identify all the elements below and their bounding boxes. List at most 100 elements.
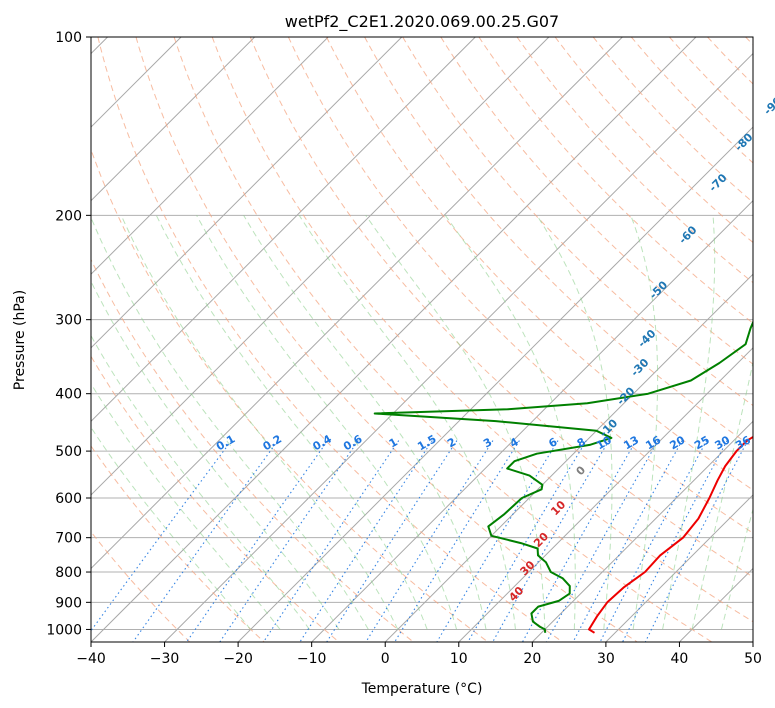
dry-adiabat-line bbox=[326, 37, 753, 491]
dry-adiabat-line bbox=[249, 37, 753, 578]
isotherm-line bbox=[91, 37, 476, 423]
dry-adiabat-line bbox=[364, 37, 753, 449]
isotherm-line bbox=[91, 37, 256, 202]
isotherm-line bbox=[237, 126, 753, 642]
dry-adiabat-line bbox=[91, 531, 191, 642]
isotherm-line bbox=[679, 567, 753, 642]
mixing-ratio-line bbox=[492, 440, 610, 642]
dry-adiabat-label: 30 bbox=[518, 558, 538, 578]
dry-adiabat-label: -70 bbox=[706, 171, 729, 194]
mixing-ratio-label: 16 bbox=[643, 433, 663, 452]
dry-adiabat-line bbox=[478, 37, 753, 324]
moist-adiabat-line bbox=[196, 215, 458, 630]
dry-adiabat-label: 0 bbox=[574, 463, 589, 478]
mixing-ratio-line bbox=[394, 440, 520, 642]
mixing-ratio-line bbox=[326, 440, 458, 642]
dry-adiabat-label: -50 bbox=[647, 278, 670, 301]
mixing-ratio-line bbox=[436, 440, 559, 642]
isotherm-line bbox=[91, 37, 623, 570]
mixing-ratio-line bbox=[622, 440, 728, 642]
x-tick-label: 30 bbox=[597, 651, 615, 667]
mixing-ratio-label: 1.5 bbox=[415, 432, 438, 453]
moist-adiabat-line bbox=[155, 215, 428, 630]
mixing-ratio-label: 0.4 bbox=[310, 432, 334, 453]
moist-adiabat-line bbox=[536, 215, 613, 630]
isotherm-line bbox=[311, 199, 753, 642]
mixing-ratio-label: 4 bbox=[508, 435, 521, 450]
dry-adiabat-line bbox=[91, 445, 265, 642]
dry-adiabat-line bbox=[135, 37, 638, 642]
y-tick-label: 400 bbox=[55, 387, 82, 403]
y-tick-label: 800 bbox=[55, 565, 82, 581]
moist-adiabat-line bbox=[630, 215, 659, 630]
y-tick-label: 200 bbox=[55, 208, 82, 224]
dry-adiabat-line bbox=[211, 37, 753, 623]
dry-adiabat-line bbox=[669, 37, 753, 125]
y-tick-label: 300 bbox=[55, 313, 82, 329]
mixing-ratio-label: 0.2 bbox=[261, 432, 284, 453]
moist-adiabat-line bbox=[243, 215, 487, 630]
moist-adiabat-line bbox=[91, 382, 281, 630]
mixing-ratio-label: 1 bbox=[387, 435, 400, 450]
dry-adiabat-line bbox=[91, 148, 489, 642]
x-tick-label: 50 bbox=[744, 651, 762, 667]
dry-adiabat-line bbox=[440, 37, 753, 365]
x-tick-label: −30 bbox=[150, 651, 180, 667]
dry-adiabat-line bbox=[173, 37, 713, 642]
moist-adiabat-line bbox=[720, 507, 753, 630]
dry-adiabat-line bbox=[402, 37, 753, 407]
isotherm-line bbox=[91, 37, 697, 642]
mixing-ratio-label: 13 bbox=[621, 433, 641, 452]
moist-adiabat-line bbox=[91, 426, 252, 630]
isotherm-line bbox=[164, 52, 753, 642]
x-tick-label: 40 bbox=[671, 651, 689, 667]
y-tick-label: 500 bbox=[55, 444, 82, 460]
axis-ticks: −40 −30 −20 −10 0 10 20 30 40 5010020030040050060… bbox=[46, 30, 762, 667]
mixing-ratio-label: 20 bbox=[668, 433, 688, 452]
dry-adiabat-label: -80 bbox=[732, 130, 755, 153]
isotherm-line bbox=[752, 641, 753, 642]
moist-adiabat-line bbox=[120, 215, 399, 630]
isotherm-line bbox=[91, 37, 403, 349]
isotherm-line bbox=[531, 420, 753, 642]
dewpoint-line bbox=[373, 319, 753, 633]
mixing-ratio-label: 36 bbox=[733, 433, 753, 452]
dry-adiabat-label: -60 bbox=[676, 223, 699, 246]
mixing-ratio-label: 30 bbox=[713, 433, 733, 452]
mixing-ratio-line bbox=[644, 440, 749, 642]
dry-adiabat-label: -30 bbox=[628, 356, 651, 379]
dry-adiabat-line bbox=[91, 258, 414, 642]
x-tick-label: −10 bbox=[297, 651, 327, 667]
dry-adiabat-label: -90 bbox=[761, 94, 775, 117]
moist-adiabat-line bbox=[365, 215, 546, 630]
moist-adiabat-line bbox=[444, 215, 576, 630]
moist-adiabat-line bbox=[91, 216, 369, 630]
isotherm-line bbox=[91, 37, 329, 275]
moist-adiabat-line bbox=[662, 215, 716, 630]
mixing-ratio-line bbox=[132, 440, 279, 642]
moist-adiabat-line bbox=[91, 334, 310, 630]
y-tick-label: 1000 bbox=[46, 622, 82, 638]
mixing-ratio-line bbox=[365, 440, 494, 642]
isotherm-line bbox=[458, 347, 753, 642]
moist-adiabat-line bbox=[298, 215, 516, 630]
mixing-ratio-line bbox=[467, 440, 587, 642]
moist-adiabat-line bbox=[91, 280, 340, 630]
dry-adiabat-line bbox=[745, 37, 753, 46]
chart-title: wetPf2_C2E1.2020.069.00.25.G07 bbox=[285, 12, 559, 32]
x-axis-title: Temperature (°C) bbox=[361, 681, 483, 697]
dry-adiabat-line bbox=[554, 37, 753, 244]
y-tick-label: 900 bbox=[55, 595, 82, 611]
x-tick-label: 0 bbox=[381, 651, 390, 667]
y-tick-label: 700 bbox=[55, 531, 82, 547]
dry-adiabat-line bbox=[91, 355, 340, 642]
isotherm-line bbox=[605, 494, 753, 642]
moist-adiabat-line bbox=[691, 360, 753, 630]
mixing-ratio-label: 8 bbox=[575, 435, 588, 450]
dry-adiabat-line bbox=[287, 37, 753, 534]
dry-adiabat-line bbox=[97, 37, 563, 642]
y-tick-label: 600 bbox=[55, 491, 82, 507]
mixing-ratio-line bbox=[186, 440, 329, 642]
plot-frame bbox=[90, 36, 754, 643]
